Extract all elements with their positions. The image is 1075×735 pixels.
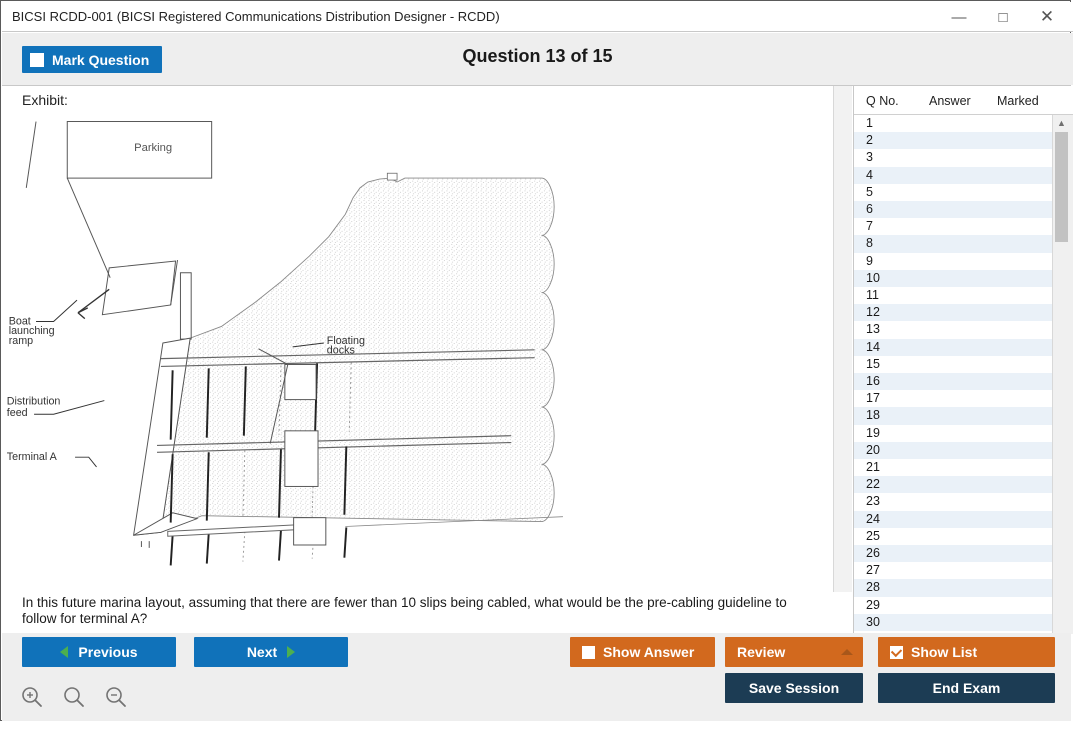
svg-text:docks: docks <box>327 345 355 357</box>
svg-text:feed: feed <box>7 407 28 419</box>
svg-text:Terminal A: Terminal A <box>7 451 58 463</box>
svg-text:Distribution: Distribution <box>7 395 61 407</box>
svg-text:Parking: Parking <box>134 142 172 154</box>
svg-text:ramp: ramp <box>9 335 33 347</box>
